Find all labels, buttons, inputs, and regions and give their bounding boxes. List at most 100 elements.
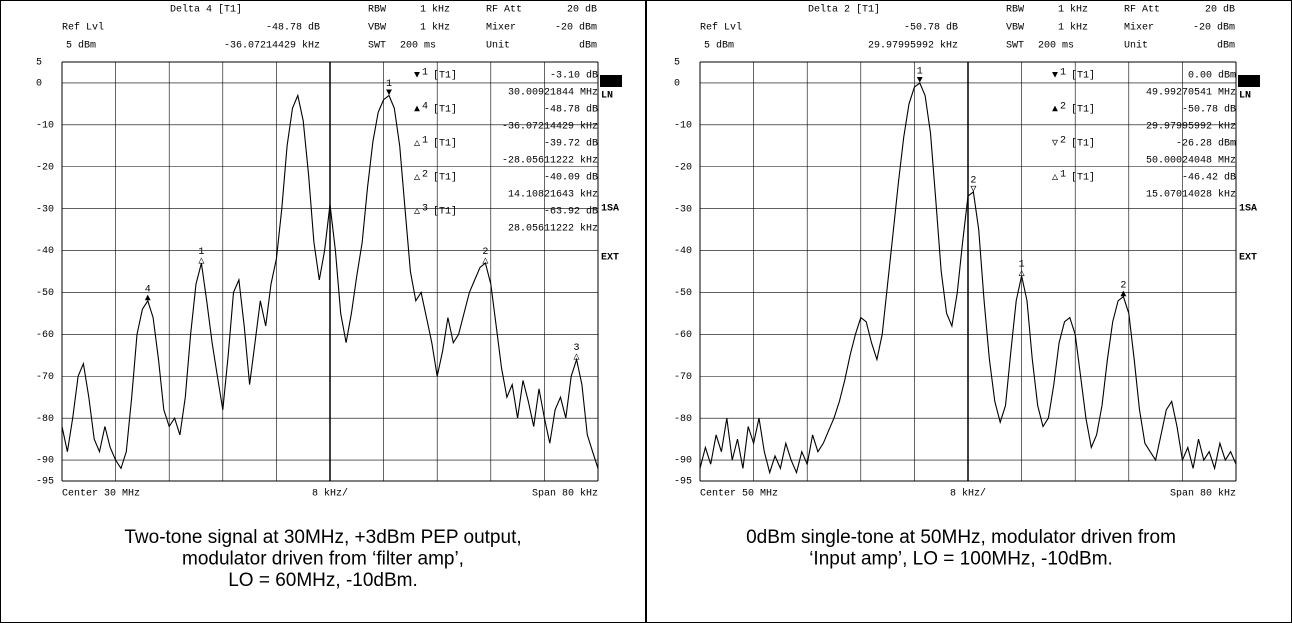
- trace-marker: ▽: [970, 185, 976, 196]
- marker-symbol: △: [1052, 173, 1058, 184]
- header-text: -48.78 dB: [266, 22, 320, 34]
- marker-symbol: ▽: [1052, 139, 1058, 150]
- y-tick-label: -20: [674, 162, 692, 173]
- footer-center: Center 30 MHz: [62, 489, 140, 500]
- marker-trace: [T1]: [433, 104, 457, 116]
- header-text: Ref Lvl: [62, 22, 104, 34]
- marker-level: -3.10 dB: [550, 70, 598, 82]
- header-text: SWT: [368, 41, 386, 52]
- trace-marker-label: 2: [482, 247, 488, 258]
- y-tick-label: 0: [674, 79, 680, 90]
- header-text: 1 kHz: [1058, 22, 1088, 34]
- y-tick-label: -40: [36, 246, 54, 257]
- trace-marker: △: [198, 256, 204, 267]
- marker-trace: [T1]: [1071, 104, 1095, 116]
- footer-div: 8 kHz/: [312, 488, 348, 500]
- header-text: RF Att: [1124, 5, 1160, 16]
- y-tick-label: -40: [674, 246, 692, 257]
- trace-marker: ▼: [917, 76, 923, 87]
- marker-trace: [T1]: [1071, 172, 1095, 184]
- header-text: 29.97995992 kHz: [868, 40, 958, 52]
- y-tick-label: 5: [674, 58, 680, 69]
- trace-marker-label: 2: [1120, 280, 1126, 291]
- header-text: 20 dB: [567, 4, 597, 16]
- caption: 0dBm single-tone at 50MHz, modulator dri…: [746, 527, 1176, 548]
- marker-trace: [T1]: [1071, 70, 1095, 82]
- side-label-box: [600, 75, 622, 87]
- marker-symbol: ▲: [1052, 105, 1058, 116]
- header-text: RBW: [1006, 5, 1024, 16]
- trace-marker-label: 1: [917, 67, 923, 78]
- marker-freq: 49.99270541 MHz: [1146, 88, 1236, 99]
- trace-marker: ▲: [145, 293, 151, 304]
- header-text: 200 ms: [400, 41, 436, 52]
- header-text: 1 kHz: [420, 22, 450, 34]
- side-label: 1SA: [1239, 204, 1257, 215]
- marker-trace: [T1]: [433, 206, 457, 218]
- marker-freq: 28.05611222 kHz: [508, 223, 598, 235]
- trace-marker-label: 4: [145, 284, 151, 295]
- marker-freq: 14.10821643 kHz: [508, 189, 598, 201]
- marker-symbol: △: [414, 173, 420, 184]
- marker-freq: -36.07214429 kHz: [502, 121, 598, 133]
- y-tick-label: -60: [36, 330, 54, 341]
- marker-level: -48.78 dB: [544, 104, 598, 116]
- header-text: RBW: [368, 5, 386, 16]
- footer-span: Span 80 kHz: [532, 488, 598, 500]
- trace-marker-label: 2: [970, 176, 976, 187]
- y-tick-label: -60: [674, 330, 692, 341]
- trace-marker: △: [574, 352, 580, 363]
- marker-trace: [T1]: [1071, 138, 1095, 150]
- y-tick-label: -50: [36, 288, 54, 299]
- caption: modulator driven from ‘filter amp’,: [182, 549, 464, 570]
- marker-symbol: ▲: [414, 105, 420, 116]
- y-tick-label: -70: [36, 372, 54, 383]
- header-text: 1 kHz: [1058, 4, 1088, 16]
- header-text: Delta 4 [T1]: [170, 4, 242, 16]
- marker-symbol: ▼: [1052, 71, 1058, 82]
- y-tick-label: -20: [36, 162, 54, 173]
- marker-freq: -28.05611222 kHz: [502, 155, 598, 167]
- marker-number: 2: [1060, 102, 1066, 113]
- marker-number: 1: [422, 68, 428, 79]
- footer-div: 8 kHz/: [950, 488, 986, 500]
- header-text: 1 kHz: [420, 4, 450, 16]
- marker-symbol: △: [414, 139, 420, 150]
- header-text: Mixer: [1124, 22, 1154, 34]
- header-text: -20 dBm: [1193, 22, 1235, 34]
- marker-freq: 29.97995992 kHz: [1146, 121, 1236, 133]
- header-text: Unit: [486, 40, 510, 52]
- y-tick-label: -70: [674, 372, 692, 383]
- marker-trace: [T1]: [433, 138, 457, 150]
- header-text: Ref Lvl: [700, 22, 742, 34]
- caption: LO = 60MHz, -10dBm.: [228, 570, 418, 591]
- side-label: B: [1246, 77, 1252, 88]
- header-text: 5 dBm: [66, 40, 96, 52]
- trace-marker-label: 1: [386, 79, 392, 90]
- marker-level: -39.72 dB: [544, 138, 598, 150]
- marker-level: -40.09 dB: [544, 172, 598, 184]
- trace: [699, 82, 1237, 475]
- marker-symbol: △: [414, 207, 420, 218]
- marker-number: 3: [422, 204, 428, 215]
- marker-number: 1: [1060, 68, 1066, 79]
- side-label: 1SA: [601, 204, 619, 215]
- marker-number: 2: [422, 170, 428, 181]
- y-tick-label: -95: [36, 477, 54, 488]
- marker-level: -46.42 dB: [1182, 172, 1236, 184]
- side-label: LN: [601, 91, 613, 102]
- marker-number: 1: [422, 136, 428, 147]
- trace-marker-label: 1: [1019, 259, 1025, 270]
- marker-level: -63.92 dB: [544, 206, 598, 218]
- header-text: VBW: [1006, 23, 1024, 34]
- marker-trace: [T1]: [433, 70, 457, 82]
- y-tick-label: -30: [36, 204, 54, 215]
- y-tick-label: -90: [674, 456, 692, 467]
- y-tick-label: -80: [36, 414, 54, 425]
- y-tick-label: -30: [674, 204, 692, 215]
- marker-symbol: ▼: [414, 71, 420, 82]
- caption: Two-tone signal at 30MHz, +3dBm PEP outp…: [124, 527, 521, 548]
- y-tick-label: -10: [36, 120, 54, 131]
- header-text: -50.78 dB: [904, 22, 958, 34]
